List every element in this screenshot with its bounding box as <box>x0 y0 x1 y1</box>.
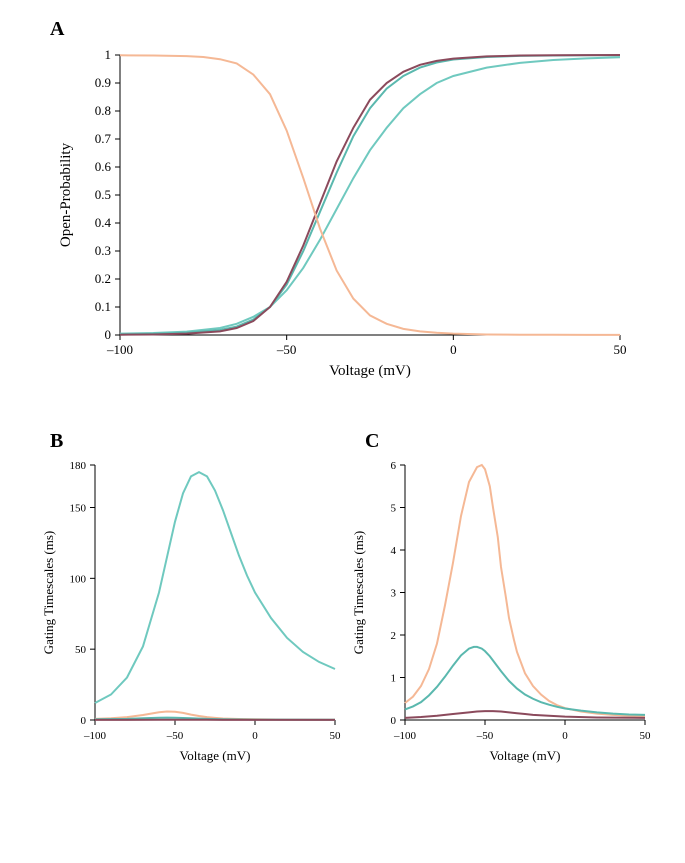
svg-text:1: 1 <box>391 673 397 685</box>
svg-text:50: 50 <box>614 342 627 357</box>
svg-text:2: 2 <box>391 630 397 642</box>
panel-b-chart: –100 –50 0 50 0 50 100 150 180 Voltage (mV) Gating… <box>40 455 360 795</box>
svg-text:0.7: 0.7 <box>95 131 112 146</box>
svg-text:Voltage (mV): Voltage (mV) <box>180 748 251 763</box>
svg-text:100: 100 <box>70 573 87 585</box>
svg-text:50: 50 <box>75 644 87 656</box>
svg-text:0.3: 0.3 <box>95 243 111 258</box>
svg-text:0: 0 <box>450 342 457 357</box>
svg-text:–50: –50 <box>476 730 494 742</box>
svg-text:0.6: 0.6 <box>95 159 112 174</box>
svg-text:0.4: 0.4 <box>95 215 112 230</box>
svg-text:0: 0 <box>81 715 87 727</box>
svg-text:0.1: 0.1 <box>95 299 111 314</box>
svg-text:150: 150 <box>70 503 87 515</box>
svg-text:–50: –50 <box>276 342 297 357</box>
panel-c-label: C <box>365 430 379 453</box>
svg-text:0: 0 <box>391 715 397 727</box>
svg-text:Open-Probability: Open-Probability <box>60 142 74 247</box>
svg-text:0: 0 <box>562 730 568 742</box>
svg-text:Gating Timescales (ms): Gating Timescales (ms) <box>351 531 366 655</box>
svg-text:0: 0 <box>105 327 112 342</box>
svg-text:–100: –100 <box>83 730 107 742</box>
svg-text:0.5: 0.5 <box>95 187 111 202</box>
svg-text:50: 50 <box>640 730 652 742</box>
panel-a-chart: –100 –50 0 50 0 0.1 0.2 0.3 0.4 0.5 0.6 0.7 0.8 0.9 1 V… <box>60 40 650 400</box>
panel-a-label: A <box>50 18 64 41</box>
svg-text:3: 3 <box>391 588 397 600</box>
svg-text:Voltage (mV): Voltage (mV) <box>329 363 411 379</box>
svg-text:–100: –100 <box>106 342 133 357</box>
svg-text:0.8: 0.8 <box>95 103 111 118</box>
svg-text:Voltage (mV): Voltage (mV) <box>490 748 561 763</box>
panel-b-label: B <box>50 430 63 453</box>
svg-text:4: 4 <box>391 545 397 557</box>
svg-text:0.9: 0.9 <box>95 75 111 90</box>
svg-text:Gating Timescales (ms): Gating Timescales (ms) <box>41 531 56 655</box>
svg-text:–50: –50 <box>166 730 184 742</box>
svg-text:1: 1 <box>105 47 112 62</box>
svg-text:–100: –100 <box>393 730 417 742</box>
svg-text:0: 0 <box>252 730 258 742</box>
svg-text:180: 180 <box>70 460 87 472</box>
svg-text:6: 6 <box>391 460 397 472</box>
svg-text:0.2: 0.2 <box>95 271 111 286</box>
panel-c-chart: –100 –50 0 50 0 1 2 3 4 5 6 Voltage (mV) Gating Time… <box>350 455 670 795</box>
svg-text:50: 50 <box>330 730 342 742</box>
svg-text:5: 5 <box>391 503 397 515</box>
